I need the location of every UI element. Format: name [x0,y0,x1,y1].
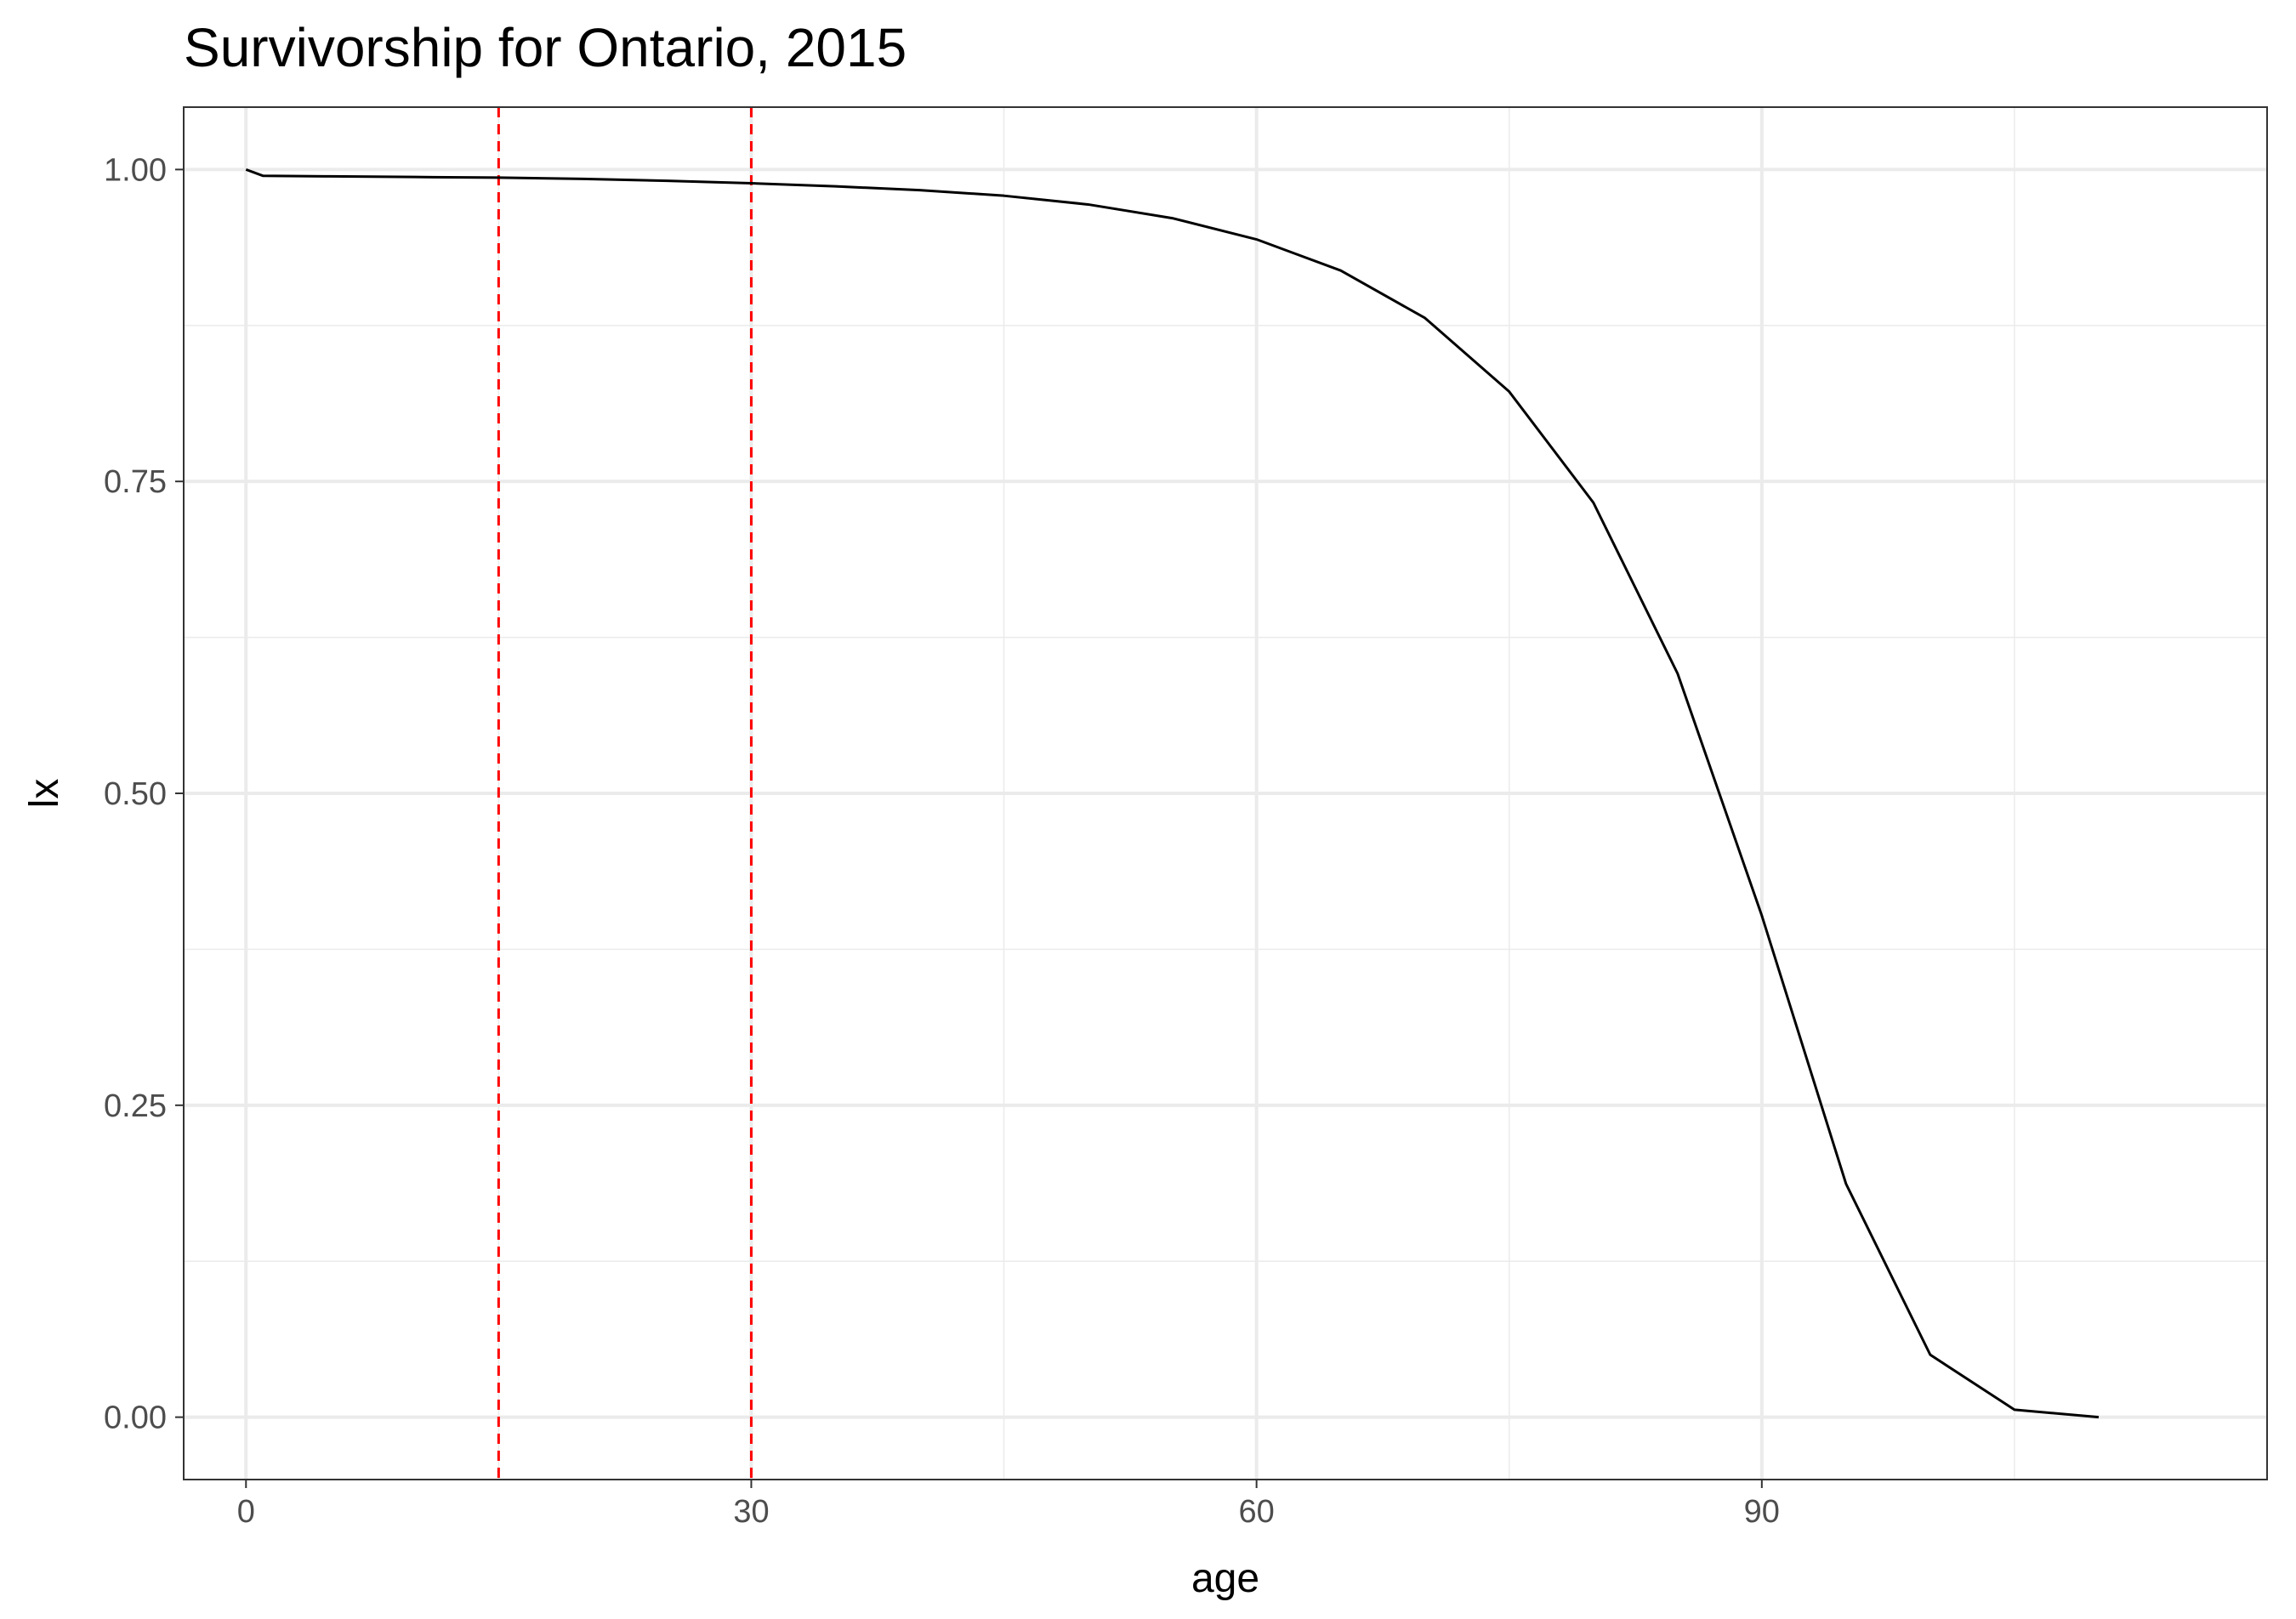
y-tick-label-2: 0.50 [104,776,167,812]
series-layer [245,168,2100,1419]
reference-lines [497,107,753,1480]
series-line-lx-0 [245,168,2100,1419]
x-tick-label-2: 60 [1239,1494,1275,1530]
x-tick-label-1: 30 [733,1494,769,1530]
y-tick-label-1: 0.25 [104,1088,167,1124]
y-tick-label-3: 0.75 [104,464,167,500]
x-axis: 0 30 60 90 [237,1480,1780,1530]
y-tick-label-4: 1.00 [104,152,167,188]
y-axis: 0.00 0.25 0.50 0.75 1.00 [104,152,184,1436]
grid-layer [184,107,2267,1480]
x-tick-label-0: 0 [237,1494,255,1530]
chart-title: Survivorship for Ontario, 2015 [184,17,906,78]
y-tick-label-0: 0.00 [104,1400,167,1436]
y-axis-title: lx [22,779,67,809]
x-tick-label-3: 90 [1744,1494,1780,1530]
x-axis-title: age [1191,1556,1259,1601]
